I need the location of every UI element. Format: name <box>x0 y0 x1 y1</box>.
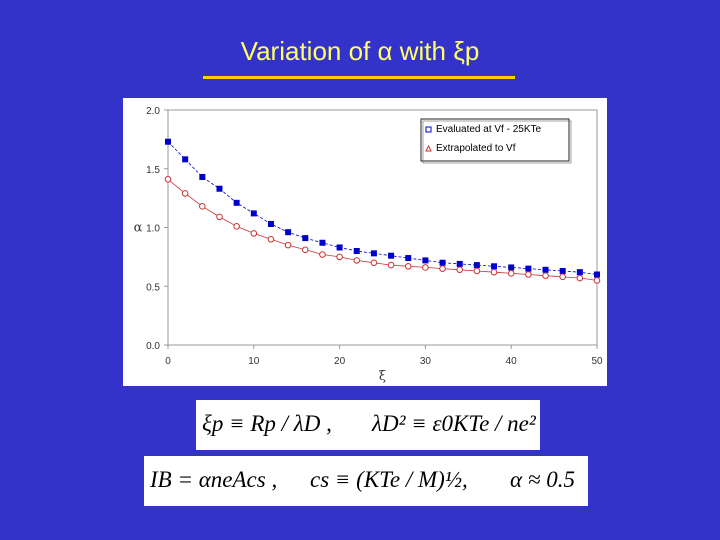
legend-marker-square <box>425 126 432 133</box>
data-point-square <box>182 156 189 163</box>
data-point-circle <box>336 253 343 261</box>
data-point-circle <box>387 261 395 269</box>
data-point-circle <box>181 190 189 197</box>
x-tick-label: 30 <box>420 356 432 367</box>
x-axis-label: ξ <box>379 369 386 384</box>
x-tick-label: 50 <box>591 356 603 367</box>
data-point-square <box>250 210 257 217</box>
data-point-square <box>594 271 600 278</box>
data-point-square <box>508 264 515 271</box>
data-point-circle <box>353 257 361 264</box>
data-point-circle <box>593 277 601 284</box>
data-point-square <box>267 220 274 227</box>
data-point-square <box>319 239 326 246</box>
legend-entry: Extrapolated to Vf <box>436 143 516 154</box>
legend: Evaluated at Vf - 25KTe Extrapolated to V… <box>420 118 572 164</box>
data-point-circle <box>250 230 258 237</box>
data-point-square <box>456 260 463 267</box>
alpha-vs-xi-chart: 0.0 0.5 1.0 1.5 2.0 0 10 20 30 40 50 ξ α Evaluated at… <box>134 106 603 384</box>
y-tick-label: 1.5 <box>146 165 160 176</box>
data-point-square <box>559 267 566 274</box>
data-point-square <box>336 244 343 251</box>
slide-title: Variation of α with ξp <box>240 36 480 66</box>
formula-sound-speed: cs ≡ (KTe / M)½, <box>310 467 468 492</box>
data-point-square <box>388 252 395 259</box>
data-point-square <box>405 255 412 262</box>
data-point-square <box>165 138 171 145</box>
data-point-circle <box>370 259 378 267</box>
formula-debye-box: ξp ≡ Rp / λD , λD² ≡ ε0KTe / ne² <box>196 400 540 450</box>
y-tick-label: 0.0 <box>146 341 160 352</box>
data-point-square <box>491 263 498 270</box>
data-point-square <box>473 262 480 269</box>
y-tick-label: 2.0 <box>146 106 160 117</box>
data-point-circle <box>507 270 515 277</box>
formula-ion-current: IB = αneAcs , <box>150 467 278 492</box>
data-point-circle <box>284 241 292 249</box>
x-tick-label: 40 <box>506 356 518 367</box>
data-point-circle <box>301 246 309 254</box>
data-point-circle <box>559 273 566 281</box>
data-point-circle <box>404 262 412 270</box>
formula-xi-p: ξp ≡ Rp / λD , <box>202 411 332 436</box>
data-point-square <box>422 257 429 264</box>
formula-current-box: IB = αneAcs , cs ≡ (KTe / M)½, α ≈ 0.5 <box>144 456 588 506</box>
y-axis-label: α <box>134 221 143 236</box>
data-point-square <box>439 259 446 266</box>
data-point-circle <box>525 271 532 278</box>
y-tick-label: 1.0 <box>146 224 160 235</box>
data-point-square <box>370 250 377 257</box>
data-point-circle <box>576 274 584 282</box>
data-point-square <box>525 265 532 272</box>
data-point-square <box>216 185 223 192</box>
data-point-square <box>199 173 206 180</box>
data-point-circle <box>542 272 549 279</box>
legend-box <box>420 118 570 162</box>
x-tick-label: 20 <box>334 356 346 367</box>
data-point-circle <box>439 265 446 272</box>
legend-marker-triangle <box>425 144 432 152</box>
data-point-square <box>233 199 240 206</box>
y-tick-label: 0.5 <box>146 282 160 293</box>
data-point-circle <box>267 235 275 243</box>
series-line <box>167 141 598 275</box>
formula-alpha-value: α ≈ 0.5 <box>510 467 575 492</box>
legend-shadow <box>422 120 572 164</box>
data-point-circle <box>490 268 498 276</box>
x-tick-label: 0 <box>165 356 171 367</box>
data-point-circle <box>319 251 326 258</box>
data-point-circle <box>199 203 206 210</box>
data-point-circle <box>233 223 240 230</box>
data-point-square <box>285 229 292 236</box>
formula-debye-length: λD² ≡ ε0KTe / ne² <box>372 411 536 436</box>
title-underline <box>203 76 515 79</box>
x-tick-label: 10 <box>248 356 260 367</box>
data-point-circle <box>456 266 464 274</box>
data-point-circle <box>216 213 223 221</box>
data-point-circle <box>473 267 481 275</box>
chart-panel: 0.0 0.5 1.0 1.5 2.0 0 10 20 30 40 50 ξ α Evaluated at… <box>123 98 607 386</box>
legend-entry: Evaluated at Vf - 25KTe <box>436 124 542 135</box>
data-point-circle <box>164 176 172 183</box>
data-point-square <box>353 248 360 254</box>
data-point-square <box>576 269 583 276</box>
data-point-square <box>302 235 309 242</box>
data-point-circle <box>422 264 429 271</box>
series-line <box>167 178 598 281</box>
data-point-square <box>542 266 549 273</box>
